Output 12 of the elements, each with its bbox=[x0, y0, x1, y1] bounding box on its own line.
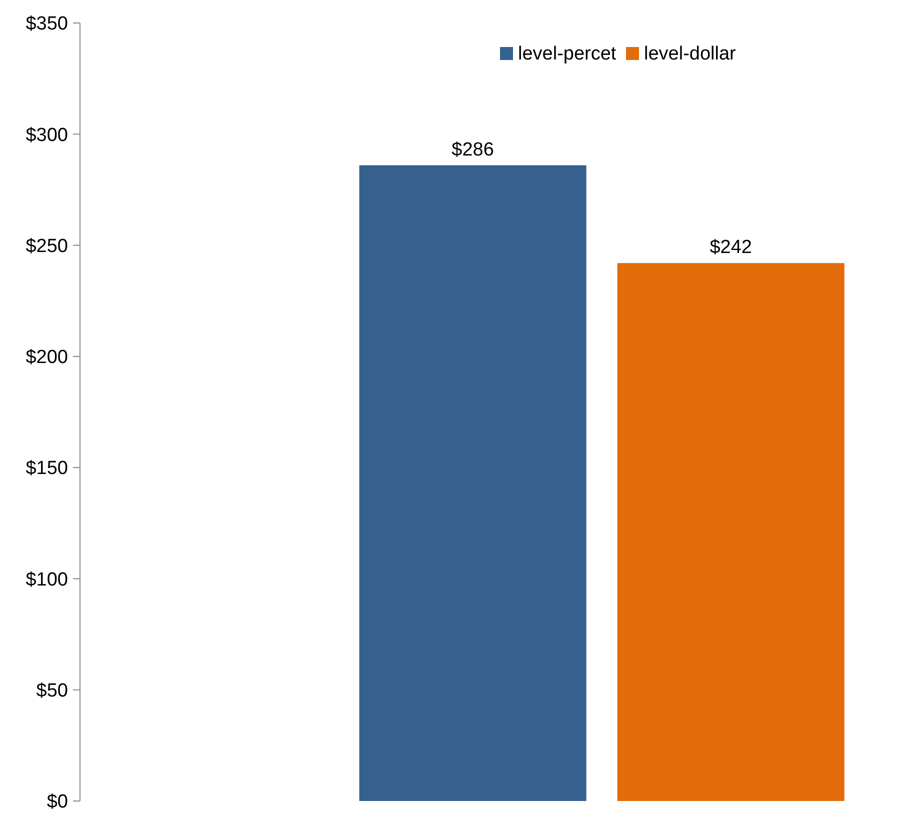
y-tick-label: $100 bbox=[26, 569, 68, 590]
data-label: $286 bbox=[452, 139, 494, 160]
legend-label: level-dollar bbox=[644, 44, 737, 65]
y-tick-label: $0 bbox=[46, 792, 68, 813]
data-label: $242 bbox=[710, 237, 752, 258]
y-tick-label: $250 bbox=[26, 236, 68, 257]
y-tick-label: $350 bbox=[26, 14, 68, 35]
y-tick-label: $150 bbox=[26, 458, 68, 480]
y-tick-label: $300 bbox=[26, 124, 68, 146]
y-tick-label: $50 bbox=[36, 680, 68, 702]
y-tick-label: $200 bbox=[26, 347, 68, 368]
legend-label: level-percet bbox=[518, 44, 617, 65]
